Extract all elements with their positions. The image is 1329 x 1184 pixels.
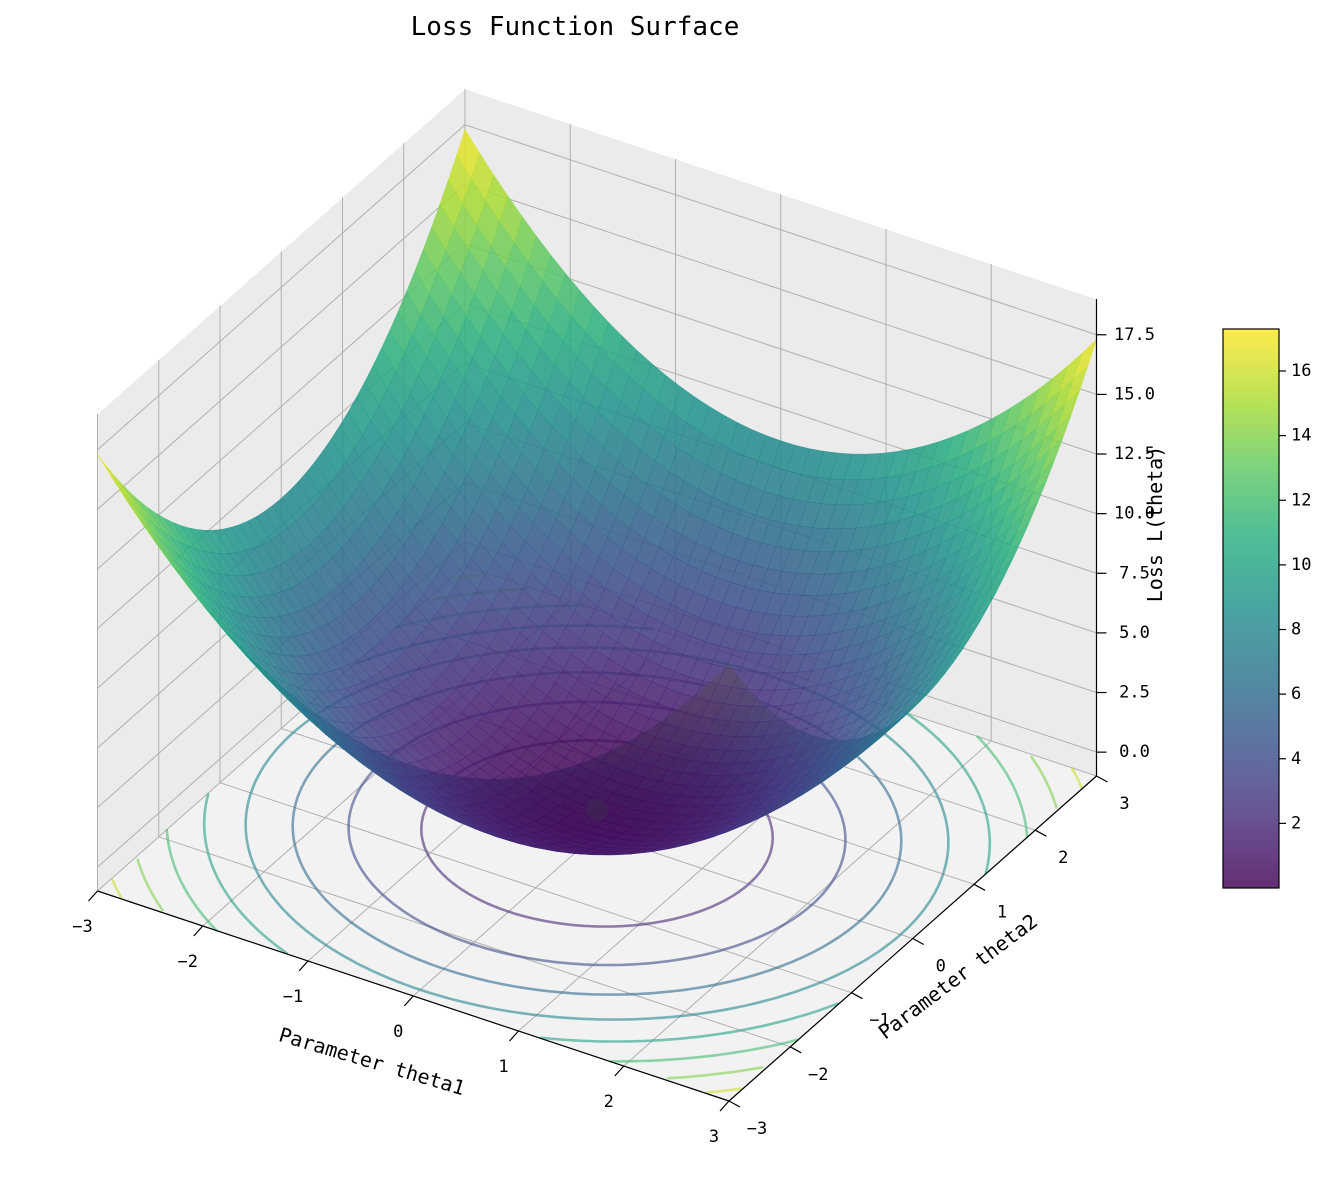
- colorbar-tick-label: 14: [1291, 426, 1311, 446]
- y-axis-ticks: −3 −2 −1 0 1 2 3: [728, 775, 1130, 1139]
- grid-line: [464, 183, 1097, 395]
- z-tick-label: 17.5: [1114, 325, 1155, 345]
- y-tick-label: −3: [747, 1119, 767, 1139]
- z-axis-ticks: 0.0 2.5 5.0 7.5 10.0 12.5 15.0 17.5: [1096, 325, 1155, 762]
- colorbar-tick-label: 6: [1291, 684, 1301, 704]
- y-tick-label: −1: [869, 1011, 889, 1031]
- z-tick-label: 12.5: [1114, 444, 1155, 464]
- colorbar-tick-label: 8: [1291, 620, 1301, 640]
- colorbar-ticks: 2 4 6 8 10 12 14 16: [1279, 361, 1311, 833]
- contour-line: [705, 1087, 742, 1094]
- y-tick-mark: [1034, 829, 1047, 837]
- grid-line: [97, 124, 466, 451]
- x-tick-label: 3: [709, 1127, 719, 1147]
- colorbar-tick-label: 2: [1291, 813, 1301, 833]
- colorbar-tick-label: 4: [1291, 749, 1301, 769]
- contour-line: [1030, 755, 1058, 809]
- y-tick-mark: [973, 883, 986, 891]
- x-tick-label: −1: [283, 987, 303, 1007]
- y-tick-mark: [851, 992, 863, 1000]
- y-tick-label: −2: [808, 1065, 828, 1085]
- x-tick-label: 2: [604, 1092, 614, 1112]
- z-tick-label: 0.0: [1119, 742, 1150, 762]
- z-tick-label: 2.5: [1119, 683, 1150, 703]
- contour-line: [666, 1066, 764, 1080]
- contour-line: [202, 792, 288, 955]
- grid-line: [97, 184, 466, 510]
- x-axis-title: Parameter theta1: [276, 1022, 468, 1100]
- x-tick-label: −2: [178, 952, 198, 972]
- y-tick-mark: [1096, 775, 1108, 783]
- z-tick-label: 7.5: [1119, 563, 1150, 583]
- y-tick-label: 3: [1119, 794, 1129, 814]
- x-tick-mark: [88, 890, 98, 902]
- colorbar-frame: [1222, 328, 1280, 889]
- z-tick-label: 15.0: [1114, 384, 1155, 404]
- contour-line: [291, 671, 903, 996]
- x-tick-mark: [193, 925, 204, 937]
- colorbar-tick-label: 16: [1291, 361, 1311, 381]
- x-tick-label: −3: [72, 917, 92, 937]
- z-axis-title: Loss L(theta): [1143, 446, 1167, 603]
- z-tick-label: 10.0: [1114, 504, 1155, 524]
- grid-line: [464, 124, 1097, 336]
- loss-surface: [97, 129, 1097, 856]
- y-tick-mark: [728, 1100, 741, 1108]
- contour-line: [609, 1038, 800, 1063]
- x-axis-ticks: −3 −2 −1 0 1 2 3: [72, 890, 730, 1147]
- minimum-point: [586, 798, 608, 821]
- x-tick-label: 1: [498, 1057, 508, 1077]
- y-tick-mark: [789, 1046, 802, 1054]
- y-tick-label: 1: [997, 902, 1007, 922]
- x-tick-mark: [298, 960, 309, 972]
- contour-line: [165, 828, 218, 932]
- y-tick-mark: [912, 937, 925, 946]
- colorbar-tick-label: 12: [1291, 490, 1311, 510]
- colorbar-tick-label: 10: [1291, 555, 1311, 575]
- contour-line: [1071, 767, 1083, 789]
- x-tick-mark: [719, 1100, 730, 1112]
- z-tick-label: 5.0: [1119, 623, 1150, 643]
- surface-facet: [492, 396, 516, 436]
- contour-line: [976, 735, 1029, 839]
- colorbar-gradient: [1223, 329, 1279, 888]
- x-tick-label: 0: [393, 1022, 403, 1042]
- contour-line: [906, 712, 992, 875]
- contour-line: [136, 858, 164, 912]
- y-tick-label: 0: [936, 957, 946, 977]
- contour-line: [539, 1002, 840, 1043]
- x-tick-mark: [403, 995, 414, 1007]
- contour-line: [244, 646, 950, 1021]
- colorbar: [1222, 328, 1280, 889]
- x-tick-mark: [614, 1065, 625, 1077]
- y-tick-label: 2: [1058, 848, 1068, 868]
- x-tick-mark: [509, 1030, 519, 1042]
- chart-title: Loss Function Surface: [411, 12, 740, 42]
- contour-line: [111, 878, 123, 900]
